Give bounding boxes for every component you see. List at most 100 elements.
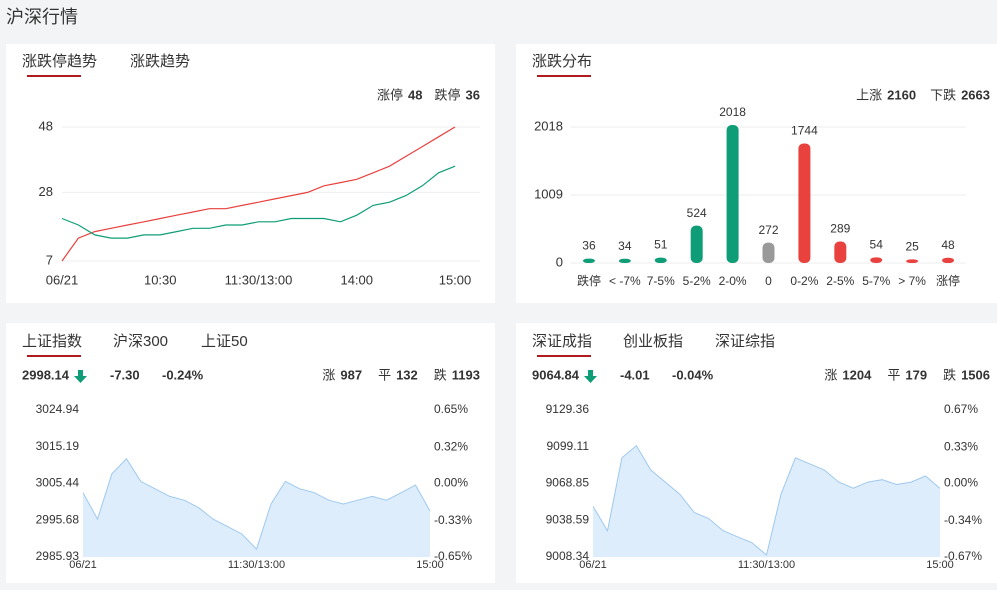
bar-value-label: 54: [870, 238, 884, 252]
legend-value: 2663: [961, 87, 990, 102]
legend-value: 2160: [887, 87, 916, 102]
x-tick-label: 5-2%: [683, 274, 711, 288]
x-tick-label: 11:30/13:00: [225, 272, 293, 287]
page-title: 沪深行情: [6, 7, 78, 27]
x-tick-label: 11:30/13:00: [738, 559, 795, 571]
panel: [516, 44, 997, 303]
legend-value: 132: [396, 367, 418, 382]
bar: [582, 258, 595, 263]
legend-name: 跌: [434, 367, 447, 382]
y2-tick-label: 0.00%: [434, 476, 468, 490]
x-tick-label: 15:00: [926, 559, 954, 571]
tab-underline: [537, 355, 591, 357]
x-tick-label: 7-5%: [647, 274, 675, 288]
y-tick-label: 2985.93: [36, 549, 80, 563]
tab[interactable]: 创业板指: [623, 332, 683, 350]
quote-change-pct: -0.24%: [162, 367, 204, 382]
down-arrow: [74, 370, 87, 383]
bar: [690, 225, 703, 263]
x-tick-label: < -7%: [609, 274, 641, 288]
area-line: [592, 444, 941, 556]
x-tick-label: 涨停: [936, 273, 960, 288]
legend-name: 跌停: [435, 87, 461, 102]
bar-value-label: 2018: [719, 105, 746, 119]
bar-value-label: 51: [654, 238, 668, 252]
quote-change: -4.01: [620, 367, 650, 382]
legend-name: 平: [887, 367, 900, 382]
x-tick-label: 11:30/13:00: [228, 559, 285, 571]
quote-price: 2998.14: [22, 367, 70, 382]
y-tick-label: 9129.36: [546, 402, 590, 416]
legend-value: 179: [905, 367, 927, 382]
tab[interactable]: 深证综指: [715, 333, 775, 350]
down-arrow: [584, 370, 597, 383]
panel: [6, 44, 495, 303]
tab-underline: [27, 355, 81, 357]
legend-name: 涨: [824, 367, 837, 382]
y-tick-label: 3015.19: [36, 439, 80, 453]
y2-tick-label: -0.65%: [434, 549, 472, 563]
y2-tick-label: 0.33%: [944, 439, 978, 453]
y-tick-label: 2018: [534, 118, 563, 133]
series-line: [61, 165, 456, 239]
x-tick-label: 0-2%: [790, 274, 818, 288]
bar-value-label: 272: [758, 223, 778, 237]
x-tick-label: 06/21: [69, 559, 97, 571]
tab[interactable]: 涨跌停趋势: [22, 53, 97, 70]
area-fill: [83, 458, 430, 557]
x-tick-label: 5-7%: [862, 274, 890, 288]
tab-underline: [27, 75, 81, 77]
tab[interactable]: 上证指数: [22, 333, 82, 350]
y2-tick-label: 0.32%: [434, 439, 468, 453]
x-tick-label: > 7%: [898, 274, 926, 288]
tab[interactable]: 涨跌趋势: [130, 53, 190, 70]
legend-value: 36: [466, 87, 480, 102]
x-tick-label: 2-0%: [719, 274, 747, 288]
legend-value: 1204: [842, 367, 872, 382]
bar-value-label: 34: [618, 239, 632, 253]
bar: [906, 259, 919, 263]
y-tick-label: 3005.44: [36, 476, 80, 490]
bar-value-label: 524: [687, 206, 707, 220]
bar: [654, 257, 667, 263]
y2-tick-label: -0.34%: [944, 513, 982, 527]
y2-tick-label: 0.67%: [944, 402, 978, 416]
x-tick-label: 06/21: [46, 272, 79, 287]
y-tick-label: 28: [39, 184, 53, 199]
quote-change-pct: -0.04%: [672, 367, 714, 382]
bar: [834, 241, 847, 263]
y2-tick-label: -0.67%: [944, 549, 982, 563]
bar: [870, 257, 883, 263]
bar: [798, 143, 811, 263]
x-tick-label: 2-5%: [826, 274, 854, 288]
y-tick-label: 9099.11: [547, 439, 590, 453]
tab[interactable]: 沪深300: [113, 333, 168, 350]
quote-price: 9064.84: [532, 367, 580, 382]
bar: [942, 257, 955, 263]
y-tick-label: 9068.85: [546, 476, 590, 490]
y-tick-label: 0: [556, 254, 563, 269]
legend-name: 下跌: [930, 87, 956, 102]
tab[interactable]: 上证50: [201, 333, 248, 350]
y-tick-label: 48: [39, 118, 53, 133]
y-tick-label: 1009: [534, 186, 563, 201]
tab[interactable]: 深证成指: [532, 333, 592, 350]
y-tick-label: 9008.34: [546, 549, 590, 563]
quote-change: -7.30: [110, 367, 140, 382]
series-line: [61, 126, 456, 262]
y-tick-label: 9038.59: [546, 512, 590, 526]
tab-underline: [537, 75, 591, 77]
bar-value-label: 48: [941, 238, 955, 252]
bar: [618, 258, 631, 263]
tab[interactable]: 涨跌分布: [532, 53, 592, 70]
legend-name: 跌: [943, 367, 956, 382]
y-tick-label: 2995.68: [36, 512, 80, 526]
legend-name: 平: [378, 367, 391, 382]
x-tick-label: 15:00: [416, 559, 444, 571]
legend-name: 涨停: [377, 87, 403, 102]
y-tick-label: 7: [46, 252, 53, 267]
y2-tick-label: -0.33%: [434, 513, 472, 527]
bar-value-label: 1744: [791, 124, 818, 138]
y-tick-label: 3024.94: [36, 402, 80, 416]
